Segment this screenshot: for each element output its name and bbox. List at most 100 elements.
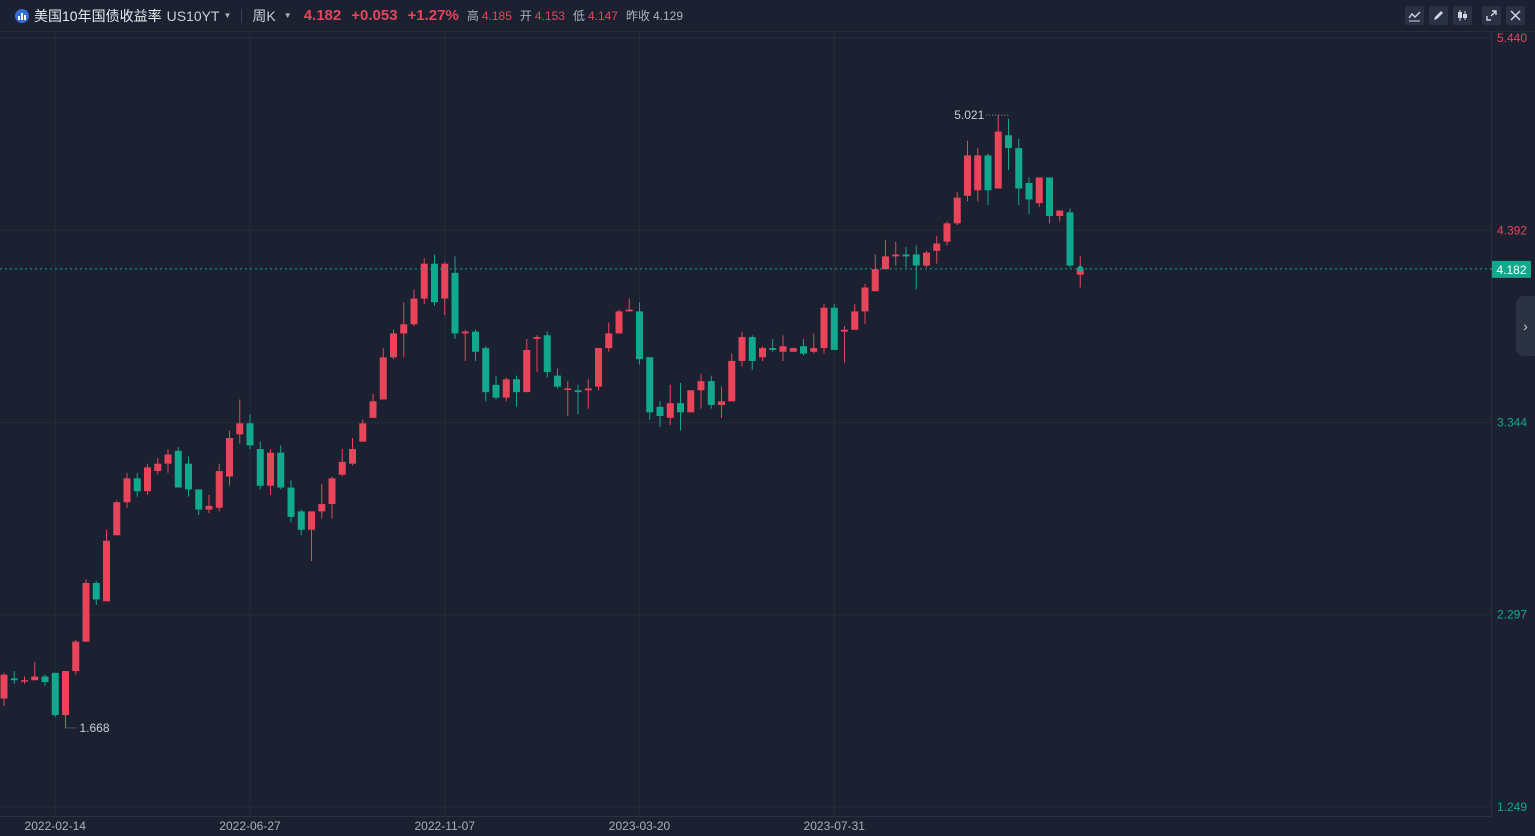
- candle-body: [62, 671, 69, 716]
- candle-body: [72, 641, 80, 672]
- price-change-percent: +1.27%: [407, 7, 459, 24]
- candle-body: [267, 452, 274, 486]
- candle-body: [974, 155, 982, 191]
- time-axis: 2022-02-14 2022-06-27 2022-11-07 2023-03-20…: [25, 819, 866, 833]
- candle-body: [666, 403, 674, 418]
- candle-body: [308, 511, 315, 530]
- candle-body: [1005, 135, 1012, 149]
- candle-body: [277, 452, 285, 488]
- candle-body: [687, 390, 695, 413]
- candle-body: [420, 263, 428, 299]
- candle-body: [841, 329, 848, 332]
- candle-body: [10, 678, 18, 681]
- instrument-name: 美国10年国债收益率: [34, 7, 162, 24]
- open-value: 4.153: [534, 9, 565, 23]
- close-icon[interactable]: [1506, 6, 1525, 25]
- bar-chart-icon: [15, 8, 29, 23]
- candle-body: [431, 263, 438, 303]
- candle-body: [215, 471, 223, 508]
- x-tick-label: 2022-11-07: [415, 819, 476, 833]
- candle-body: [697, 381, 705, 391]
- open-stat: 开 4.153: [520, 7, 565, 24]
- candle-body: [605, 333, 613, 349]
- prev-close-stat: 昨收 4.129: [626, 7, 683, 24]
- candle-body: [205, 505, 213, 510]
- candlestick-icon[interactable]: [1453, 6, 1472, 25]
- chart-toolbar: [1405, 6, 1525, 25]
- price-change: +0.053: [351, 7, 398, 24]
- candle-body: [51, 672, 59, 716]
- candle-body: [871, 269, 879, 292]
- candle-body: [636, 311, 643, 360]
- candle-body: [359, 423, 367, 442]
- candle-body: [564, 388, 572, 390]
- candle-body: [236, 423, 244, 435]
- candle-body: [728, 360, 736, 402]
- candle-body: [338, 461, 346, 475]
- candle-body: [226, 438, 233, 477]
- candle-body: [943, 223, 951, 242]
- candle-body: [523, 349, 531, 393]
- candle-body: [123, 478, 131, 503]
- candle-body: [677, 403, 684, 413]
- candle-body: [164, 454, 172, 464]
- candle-body: [154, 463, 162, 472]
- candle-body: [800, 346, 807, 354]
- candle-body: [185, 463, 192, 490]
- candle-body: [810, 348, 818, 352]
- x-tick-label: 2023-03-20: [609, 819, 671, 833]
- period-selector[interactable]: 周K ▼: [252, 6, 291, 26]
- y-tick-label: 3.344: [1497, 416, 1527, 430]
- candle-body: [595, 348, 602, 387]
- candle-body: [748, 337, 756, 361]
- high-label: 高: [466, 9, 479, 23]
- chevron-right-icon: ›: [1523, 318, 1528, 334]
- candle-body: [318, 504, 326, 512]
- pencil-icon[interactable]: [1429, 6, 1448, 25]
- low-label: 低: [572, 9, 585, 23]
- y-tick-label: 1.249: [1497, 800, 1527, 814]
- prev-close-value: 4.129: [652, 9, 684, 23]
- price-axis-panel: [1492, 31, 1535, 816]
- price-axis: 5.440 4.392 3.344 2.297 1.249 4.182: [1492, 31, 1531, 814]
- x-tick-label: 2023-07-31: [804, 819, 866, 833]
- grid-lines: [0, 31, 1492, 816]
- candle-body: [543, 335, 551, 372]
- candle-body: [410, 298, 418, 325]
- chart-header: 美国10年国债收益率 US10YT ▼ 周K ▼ 4.182 +0.053 +1…: [0, 0, 1535, 32]
- candle-body: [779, 346, 787, 352]
- candle-body: [769, 348, 777, 350]
- candle-body: [882, 256, 889, 270]
- candle-body: [646, 357, 654, 413]
- candle-body: [1035, 177, 1043, 204]
- candle-body: [789, 348, 797, 352]
- candle-body: [297, 511, 305, 530]
- candle-body: [451, 272, 459, 334]
- candle-body: [656, 406, 664, 416]
- candle-body: [92, 582, 100, 600]
- candle-body: [390, 333, 397, 358]
- side-panel-toggle[interactable]: ›: [1516, 296, 1535, 356]
- candle-body: [533, 337, 541, 339]
- candle-body: [902, 254, 910, 257]
- x-tick-label: 2022-06-27: [219, 819, 281, 833]
- open-label: 开: [519, 9, 532, 23]
- annotations-layer: 5.021 1.668: [0, 108, 1492, 735]
- expand-icon[interactable]: [1482, 6, 1501, 25]
- last-price-tag: [1492, 260, 1531, 278]
- y-tick-label: 2.297: [1497, 608, 1527, 622]
- y-tick-label: 5.440: [1497, 31, 1527, 45]
- candle-body: [195, 489, 203, 510]
- symbol-selector[interactable]: US10YT ▼: [162, 8, 232, 24]
- line-chart-icon[interactable]: [1405, 6, 1424, 25]
- candle-body: [0, 674, 8, 699]
- high-value: 4.185: [481, 9, 512, 23]
- candle-body: [994, 131, 1002, 189]
- candle-body: [174, 450, 182, 488]
- candle-body: [861, 287, 869, 312]
- candle-body: [21, 680, 28, 682]
- candle-body: [400, 324, 408, 334]
- candle-body: [933, 243, 941, 251]
